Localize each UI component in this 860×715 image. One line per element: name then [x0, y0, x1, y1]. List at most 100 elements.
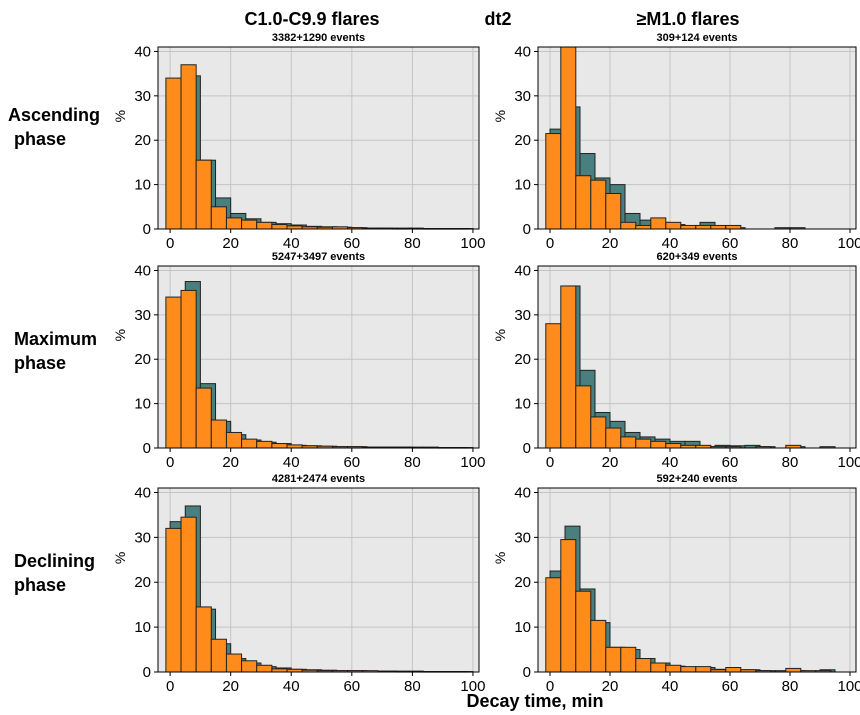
bar-orange-12: [710, 224, 727, 230]
bar-orange-6: [620, 646, 637, 673]
y-tick-label: 40: [134, 43, 151, 60]
y-tick-label: 40: [514, 43, 531, 60]
x-axis-label: Decay time, min: [466, 691, 603, 711]
bar-orange-2: [560, 46, 577, 230]
x-tick-label: 100: [460, 678, 485, 695]
row-label-ascending-line1: Ascending: [8, 105, 100, 125]
panel-subtitle: 5247+3497 events: [272, 251, 365, 263]
x-tick-label: 100: [460, 454, 485, 471]
bar-orange-5: [605, 192, 622, 230]
y-tick-label: 20: [514, 574, 531, 591]
y-tick-label: 40: [514, 262, 531, 279]
plot-frame: [537, 487, 857, 673]
bar-orange-13: [725, 667, 742, 673]
bar-orange-10: [680, 224, 697, 230]
bar-orange-9: [665, 664, 682, 673]
x-tick-label: 20: [222, 235, 239, 252]
panel-subtitle: 592+240 events: [656, 473, 737, 485]
bar-orange-7: [635, 658, 652, 673]
chart-panel-6: 0 20 40 60 80 100 0 10 20 30 40 592+240 events%: [492, 473, 860, 695]
bar-orange-7: [635, 224, 652, 230]
bar-orange-2: [180, 289, 197, 449]
bar-orange-5: [605, 427, 622, 449]
bar-orange-4: [590, 619, 607, 673]
bar-orange-4: [210, 419, 227, 449]
row-label-maximum-line2: phase: [14, 353, 66, 373]
y-tick-label: 30: [514, 307, 531, 324]
bar-orange-4: [590, 416, 607, 449]
y-tick-label: 30: [514, 88, 531, 105]
bar-orange-8: [650, 217, 667, 230]
bar-orange-6: [241, 660, 258, 673]
y-tick-label: 20: [134, 351, 151, 368]
chart-panel-5: 0 20 40 60 80 100 0 10 20 30 40 4281+2474 events%: [112, 473, 485, 695]
y-tick-label: 10: [514, 177, 531, 194]
y-tick-label: 10: [514, 619, 531, 636]
bar-orange-4: [210, 206, 227, 230]
x-tick-label: 100: [837, 235, 860, 252]
y-axis-label: %: [112, 110, 128, 122]
x-tick-label: 80: [404, 678, 421, 695]
y-tick-label: 20: [514, 132, 531, 149]
bar-orange-11: [695, 666, 712, 673]
x-tick-label: 20: [222, 454, 239, 471]
bar-orange-3: [575, 590, 592, 673]
bar-orange-3: [195, 387, 212, 449]
y-tick-label: 10: [134, 619, 151, 636]
bar-orange-13: [725, 224, 742, 230]
x-tick-label: 80: [404, 454, 421, 471]
x-tick-label: 40: [283, 235, 300, 252]
x-tick-label: 40: [662, 235, 679, 252]
x-tick-label: 20: [222, 678, 239, 695]
y-axis-label: %: [492, 110, 508, 122]
bar-orange-7: [256, 221, 273, 230]
y-tick-label: 0: [143, 221, 151, 238]
bar-orange-6: [241, 219, 258, 230]
panel-subtitle: 3382+1290 events: [272, 32, 365, 44]
bar-orange-1: [545, 577, 562, 673]
panel-subtitle: 620+349 events: [656, 251, 737, 263]
bar-orange-9: [665, 443, 682, 449]
x-tick-label: 60: [343, 454, 360, 471]
row-label-ascending-line2: phase: [14, 129, 66, 149]
y-tick-label: 0: [523, 440, 531, 457]
panel-subtitle: 4281+2474 events: [272, 473, 365, 485]
bar-orange-8: [271, 224, 288, 230]
bar-orange-8: [650, 662, 667, 673]
plot-frame: [157, 487, 480, 673]
x-tick-label: 40: [662, 454, 679, 471]
plot-frame: [537, 46, 857, 230]
bar-orange-2: [560, 285, 577, 449]
y-tick-label: 0: [523, 664, 531, 681]
x-tick-label: 100: [837, 454, 860, 471]
bar-orange-7: [256, 440, 273, 449]
y-tick-label: 40: [134, 262, 151, 279]
x-tick-label: 20: [602, 235, 619, 252]
bar-orange-7: [635, 438, 652, 449]
x-tick-label: 60: [722, 235, 739, 252]
x-tick-label: 40: [283, 678, 300, 695]
y-axis-label: %: [112, 329, 128, 341]
bar-orange-11: [695, 224, 712, 230]
x-tick-label: 0: [546, 454, 554, 471]
y-tick-label: 30: [134, 307, 151, 324]
x-tick-label: 20: [602, 454, 619, 471]
y-tick-label: 20: [134, 132, 151, 149]
plot-frame: [537, 265, 857, 449]
left-column-title: C1.0-C9.9 flares: [244, 9, 379, 29]
bar-orange-5: [225, 653, 243, 673]
plot-frame: [157, 265, 480, 449]
bar-orange-2: [180, 516, 197, 673]
panel-subtitle: 309+124 events: [656, 32, 737, 44]
bar-orange-1: [165, 527, 182, 673]
chart-panel-3: 0 20 40 60 80 100 0 10 20 30 40 5247+3497 events%: [112, 251, 485, 471]
y-tick-label: 0: [143, 440, 151, 457]
x-tick-label: 60: [343, 678, 360, 695]
center-title: dt2: [485, 9, 512, 29]
y-axis-label: %: [492, 552, 508, 564]
x-tick-label: 100: [837, 678, 860, 695]
x-tick-label: 80: [782, 235, 799, 252]
x-tick-label: 80: [782, 454, 799, 471]
